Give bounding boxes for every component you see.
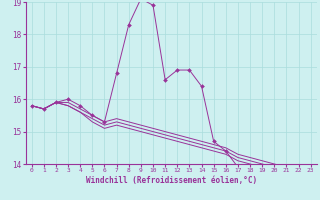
X-axis label: Windchill (Refroidissement éolien,°C): Windchill (Refroidissement éolien,°C) (86, 176, 257, 185)
